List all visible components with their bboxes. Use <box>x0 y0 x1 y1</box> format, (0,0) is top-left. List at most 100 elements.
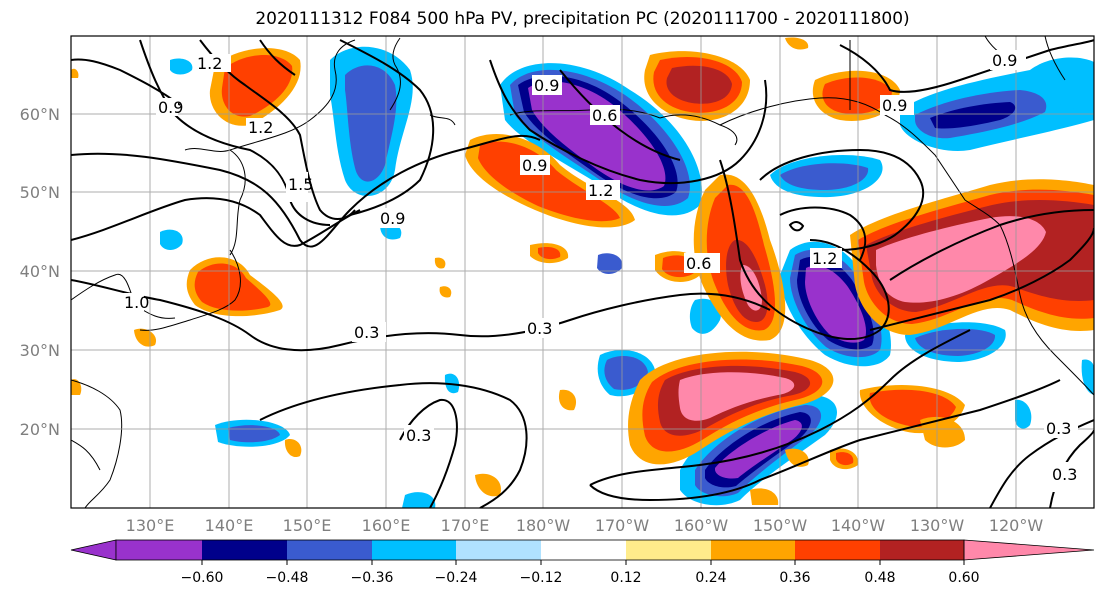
lon-label: 130°W <box>910 516 965 535</box>
neg-anomaly-kamchatka <box>345 65 397 182</box>
contour-label: 0.3 <box>1052 465 1077 484</box>
lon-label: 160°W <box>674 516 729 535</box>
neg-anomaly-ne-pac <box>780 163 869 190</box>
contour-label: 1.2 <box>248 118 273 137</box>
pos-anomaly-north <box>221 54 293 117</box>
lon-label: 150°W <box>753 516 808 535</box>
contour-label: 0.3 <box>527 319 552 338</box>
colorbar-left-extend <box>70 539 117 561</box>
pos-anomaly-misc <box>836 452 854 466</box>
contour-label: 0.6 <box>592 106 617 125</box>
colorbar: −0.60 −0.48 −0.36 −0.24 −0.12 0.12 0.24 … <box>70 539 1095 586</box>
lon-label: 170°W <box>595 516 650 535</box>
neg-anomaly-misc <box>1081 359 1094 395</box>
colorbar-segment <box>456 540 541 560</box>
colorbar-tick-label: 0.60 <box>948 570 979 586</box>
neg-anomaly-misc <box>1015 399 1032 429</box>
colorbar-tick-label: 0.36 <box>779 570 810 586</box>
neg-anomaly-misc <box>604 356 648 390</box>
pos-anomaly-misc <box>558 389 577 411</box>
lon-label: 140°E <box>205 516 254 535</box>
pos-anomaly-japan <box>194 263 271 311</box>
contour-label: 0.9 <box>158 98 183 117</box>
lon-label: 150°E <box>283 516 332 535</box>
lat-label: 20°N <box>20 420 60 439</box>
contour-label: 0.6 <box>686 254 711 273</box>
pos-anomaly-misc <box>434 257 446 269</box>
pos-anomaly-misc <box>785 37 809 50</box>
neg-anomaly-misc <box>170 58 193 75</box>
neg-anomaly-gulf <box>528 81 666 191</box>
lon-label: 120°W <box>989 516 1044 535</box>
lat-label: 50°N <box>20 183 60 202</box>
colorbar-segment <box>541 540 626 560</box>
colorbar-tick-label: −0.12 <box>520 570 563 586</box>
colorbar-tick-label: 0.48 <box>864 570 895 586</box>
contour-label: 0.9 <box>380 209 405 228</box>
contour-label: 0.3 <box>406 426 431 445</box>
pv-contours <box>71 39 1094 508</box>
pos-anomaly-ne <box>666 65 732 104</box>
contour-label: 0.9 <box>522 156 547 175</box>
colorbar-segment <box>711 540 795 560</box>
pos-anomaly-central <box>740 264 762 311</box>
colorbar-tick-label: −0.48 <box>266 570 309 586</box>
pos-anomaly-misc <box>71 379 82 395</box>
contour-label: 0.3 <box>354 323 379 342</box>
pos-anomaly-misc <box>475 473 501 497</box>
lat-label: 60°N <box>20 105 60 124</box>
pos-anomaly-misc <box>134 328 157 347</box>
neg-anomaly-alaska <box>930 102 1016 129</box>
lon-label: 160°E <box>362 516 411 535</box>
colorbar-segment <box>795 540 880 560</box>
pos-anomaly-misc <box>71 68 79 78</box>
colorbar-tick-label: 0.12 <box>610 570 641 586</box>
contour-label: 1.2 <box>812 249 837 268</box>
neg-anomaly-misc <box>597 253 623 274</box>
pos-anomaly-alaska-s <box>822 77 892 114</box>
contour-label: 1.2 <box>197 54 222 73</box>
neg-anomaly-nw <box>1030 57 1094 111</box>
neg-anomaly-misc <box>402 492 436 508</box>
lon-label: 170°E <box>441 516 490 535</box>
contour-label: 0.9 <box>882 96 907 115</box>
colorbar-segment <box>202 540 287 560</box>
contour-label: 0.9 <box>534 76 559 95</box>
pos-anomaly-misc <box>284 439 302 458</box>
colorbar-tick-label: −0.60 <box>181 570 224 586</box>
colorbar-tick-label: −0.24 <box>435 570 478 586</box>
lon-label: 180°W <box>516 516 571 535</box>
pos-anomaly-se <box>920 416 965 448</box>
colorbar-right-extend <box>963 539 1095 561</box>
contour-label-group: 1.2 0.9 1.2 1.5 0.9 0.3 0.3 0.6 0.9 1.2 … <box>122 50 1078 492</box>
contour-label: 1.2 <box>588 181 613 200</box>
contour-label: 0.9 <box>992 51 1017 70</box>
neg-anomaly-misc <box>160 229 183 250</box>
pos-anomaly-subtropic <box>678 372 795 421</box>
colorbar-segment <box>116 540 202 560</box>
lon-label: 140°W <box>831 516 886 535</box>
colorbar-segment <box>880 540 964 560</box>
map-frame <box>70 35 1095 509</box>
pos-anomaly-misc <box>538 247 561 260</box>
contour-label: 1.0 <box>124 293 149 312</box>
pos-anomaly-gulf-s <box>478 141 620 222</box>
neg-anomaly-misc <box>689 298 721 334</box>
lon-label: 130°E <box>126 516 175 535</box>
colorbar-segment <box>372 540 456 560</box>
pos-anomaly-misc <box>439 286 452 298</box>
lat-label: 40°N <box>20 262 60 281</box>
map-title: 2020111312 F084 500 hPa PV, precipitatio… <box>255 9 910 29</box>
contour-label: 1.5 <box>288 175 313 194</box>
neg-anomaly-central <box>805 265 867 343</box>
pos-anomaly-misc <box>750 488 779 505</box>
contour-label: 0.3 <box>1046 419 1071 438</box>
coastlines <box>71 36 1094 508</box>
pos-anomaly-east <box>876 216 1046 303</box>
lat-label: 30°N <box>20 341 60 360</box>
colorbar-segment <box>287 540 372 560</box>
colorbar-tick-label: −0.36 <box>351 570 394 586</box>
colorbar-segment <box>626 540 711 560</box>
colorbar-tick-label: 0.24 <box>695 570 726 586</box>
